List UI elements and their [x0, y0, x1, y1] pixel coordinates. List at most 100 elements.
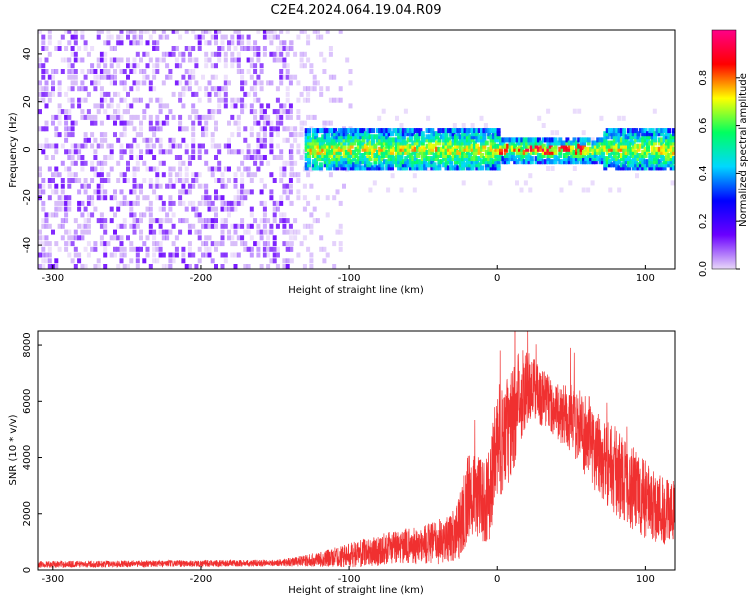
heatmap-cell-712: [158, 34, 163, 40]
heatmap-cell-2632: [536, 137, 541, 143]
heatmap-cell-466: [119, 252, 124, 258]
heatmap-cell-341: [96, 172, 101, 178]
heatmap-cell-1065: [227, 229, 231, 235]
heatmap-cell-2583: [520, 153, 525, 158]
heatmap-cell-1777: [326, 128, 330, 134]
heatmap-cell-17: [38, 63, 42, 69]
heatmap-cell-2073: [394, 146, 399, 152]
heatmap-cell-159: [64, 120, 69, 126]
heatmap-cell-1130: [236, 34, 241, 40]
heatmap-cell-756: [168, 149, 173, 155]
heatmap-cell-968: [207, 30, 212, 34]
heatmap-cell-2061: [390, 131, 394, 137]
heatmap-cell-294: [86, 200, 91, 206]
heatmap-cell-2612: [529, 143, 534, 149]
heatmap-cell-2038: [385, 128, 390, 134]
heatmap-cell-2220: [427, 134, 432, 140]
heatmap-cell-3091: [667, 128, 672, 134]
heatmap-cell-1110: [233, 46, 238, 51]
heatmap-cell-2529: [499, 143, 503, 149]
heatmap-cell-1516: [309, 183, 314, 189]
heatmap-cell-2064: [392, 146, 397, 152]
heatmap-cell-23: [41, 246, 46, 252]
heatmap-cell-2533: [501, 156, 506, 162]
heatmap-cell-3059: [662, 165, 667, 171]
heatmap-cell-2587: [520, 137, 525, 143]
heatmap-cell-1012: [217, 195, 222, 201]
heatmap-cell-1310: [269, 51, 274, 57]
heatmap-cell-171: [67, 200, 72, 206]
heatmap-cell-479: [119, 114, 124, 120]
top-y-tick-label-1: -20: [22, 189, 33, 205]
heatmap-cell-1759: [323, 146, 328, 152]
heatmap-cell-2485: [489, 143, 494, 149]
heatmap-cell-1398: [285, 195, 290, 201]
heatmap-cell-1959: [366, 134, 371, 140]
heatmap-cell-1515: [309, 212, 314, 218]
heatmap-cell-2934: [631, 134, 636, 140]
heatmap-cell-528: [129, 189, 134, 195]
heatmap-cell-1483: [302, 264, 307, 269]
top-y-tick-label-3: 20: [22, 95, 33, 108]
heatmap-cell-2801: [603, 165, 608, 171]
heatmap-cell-1335: [275, 206, 280, 212]
heatmap-cell-1388: [282, 63, 287, 69]
heatmap-cell-832: [184, 172, 189, 178]
heatmap-cell-387: [103, 160, 108, 166]
bottom-x-ticks: -300 -200 -100 0 100: [41, 566, 655, 585]
heatmap-cell-2937: [634, 165, 639, 171]
heatmap-cell-3092: [669, 165, 674, 171]
heatmap-cell-558: [132, 57, 137, 63]
heatmap-cell-2296: [446, 140, 451, 146]
heatmap-cell-404: [106, 143, 111, 149]
heatmap-cell-701: [158, 183, 163, 189]
heatmap-cell-909: [197, 114, 202, 120]
heatmap-cell-1055: [223, 97, 228, 103]
heatmap-cell-1166: [243, 80, 248, 86]
heatmap-cell-2356: [461, 159, 466, 165]
heatmap-cell-2190: [420, 149, 425, 155]
heatmap-cell-143: [60, 69, 65, 74]
heatmap-cell-818: [181, 160, 186, 166]
heatmap-cell-797: [178, 166, 183, 172]
heatmap-cell-997: [214, 166, 218, 172]
heatmap-cell-2121: [404, 146, 409, 152]
heatmap-cell-638: [148, 200, 153, 206]
heatmap-cell-719: [161, 200, 166, 206]
heatmap-cell-180: [67, 126, 72, 132]
heatmap-cell-1228: [256, 155, 261, 160]
heatmap-cell-2350: [458, 140, 463, 146]
heatmap-cell-2404: [470, 149, 475, 155]
heatmap-cell-2728: [574, 140, 579, 146]
heatmap-cell-783: [174, 155, 179, 160]
heatmap-cell-147: [64, 241, 69, 247]
heatmap-cell-2163: [413, 137, 418, 143]
heatmap-cell-549: [132, 172, 137, 178]
heatmap-cell-886: [194, 206, 199, 212]
heatmap-cell-106: [54, 172, 59, 178]
heatmap-cell-1172: [246, 189, 251, 195]
heatmap-cell-1480: [299, 57, 304, 63]
heatmap-cell-2162: [413, 140, 418, 146]
heatmap-cell-506: [126, 235, 130, 241]
heatmap-cell-841: [184, 30, 189, 34]
heatmap-cell-1186: [249, 235, 254, 241]
heatmap-cell-278: [83, 160, 88, 166]
heatmap-cell-1182: [246, 40, 251, 46]
heatmap-cell-30: [41, 189, 46, 195]
heatmap-cell-295: [86, 195, 91, 201]
heatmap-cell-2389: [468, 165, 473, 171]
heatmap-cell-2901: [624, 140, 629, 146]
heatmap-cell-2904: [627, 165, 631, 171]
heatmap-cell-1684: [304, 131, 309, 137]
heatmap-cell-1540: [319, 86, 324, 92]
heatmap-cell-2208: [425, 143, 430, 149]
heatmap-cell-2538: [503, 156, 508, 162]
heatmap-cell-1995: [375, 128, 380, 134]
heatmap-cell-1357: [279, 155, 284, 160]
heatmap-cell-1210: [253, 120, 258, 126]
heatmap-cell-1181: [246, 46, 251, 51]
heatmap-cell-890: [194, 109, 199, 115]
heatmap-cell-3101: [669, 137, 674, 143]
heatmap-cell-2978: [643, 162, 648, 168]
